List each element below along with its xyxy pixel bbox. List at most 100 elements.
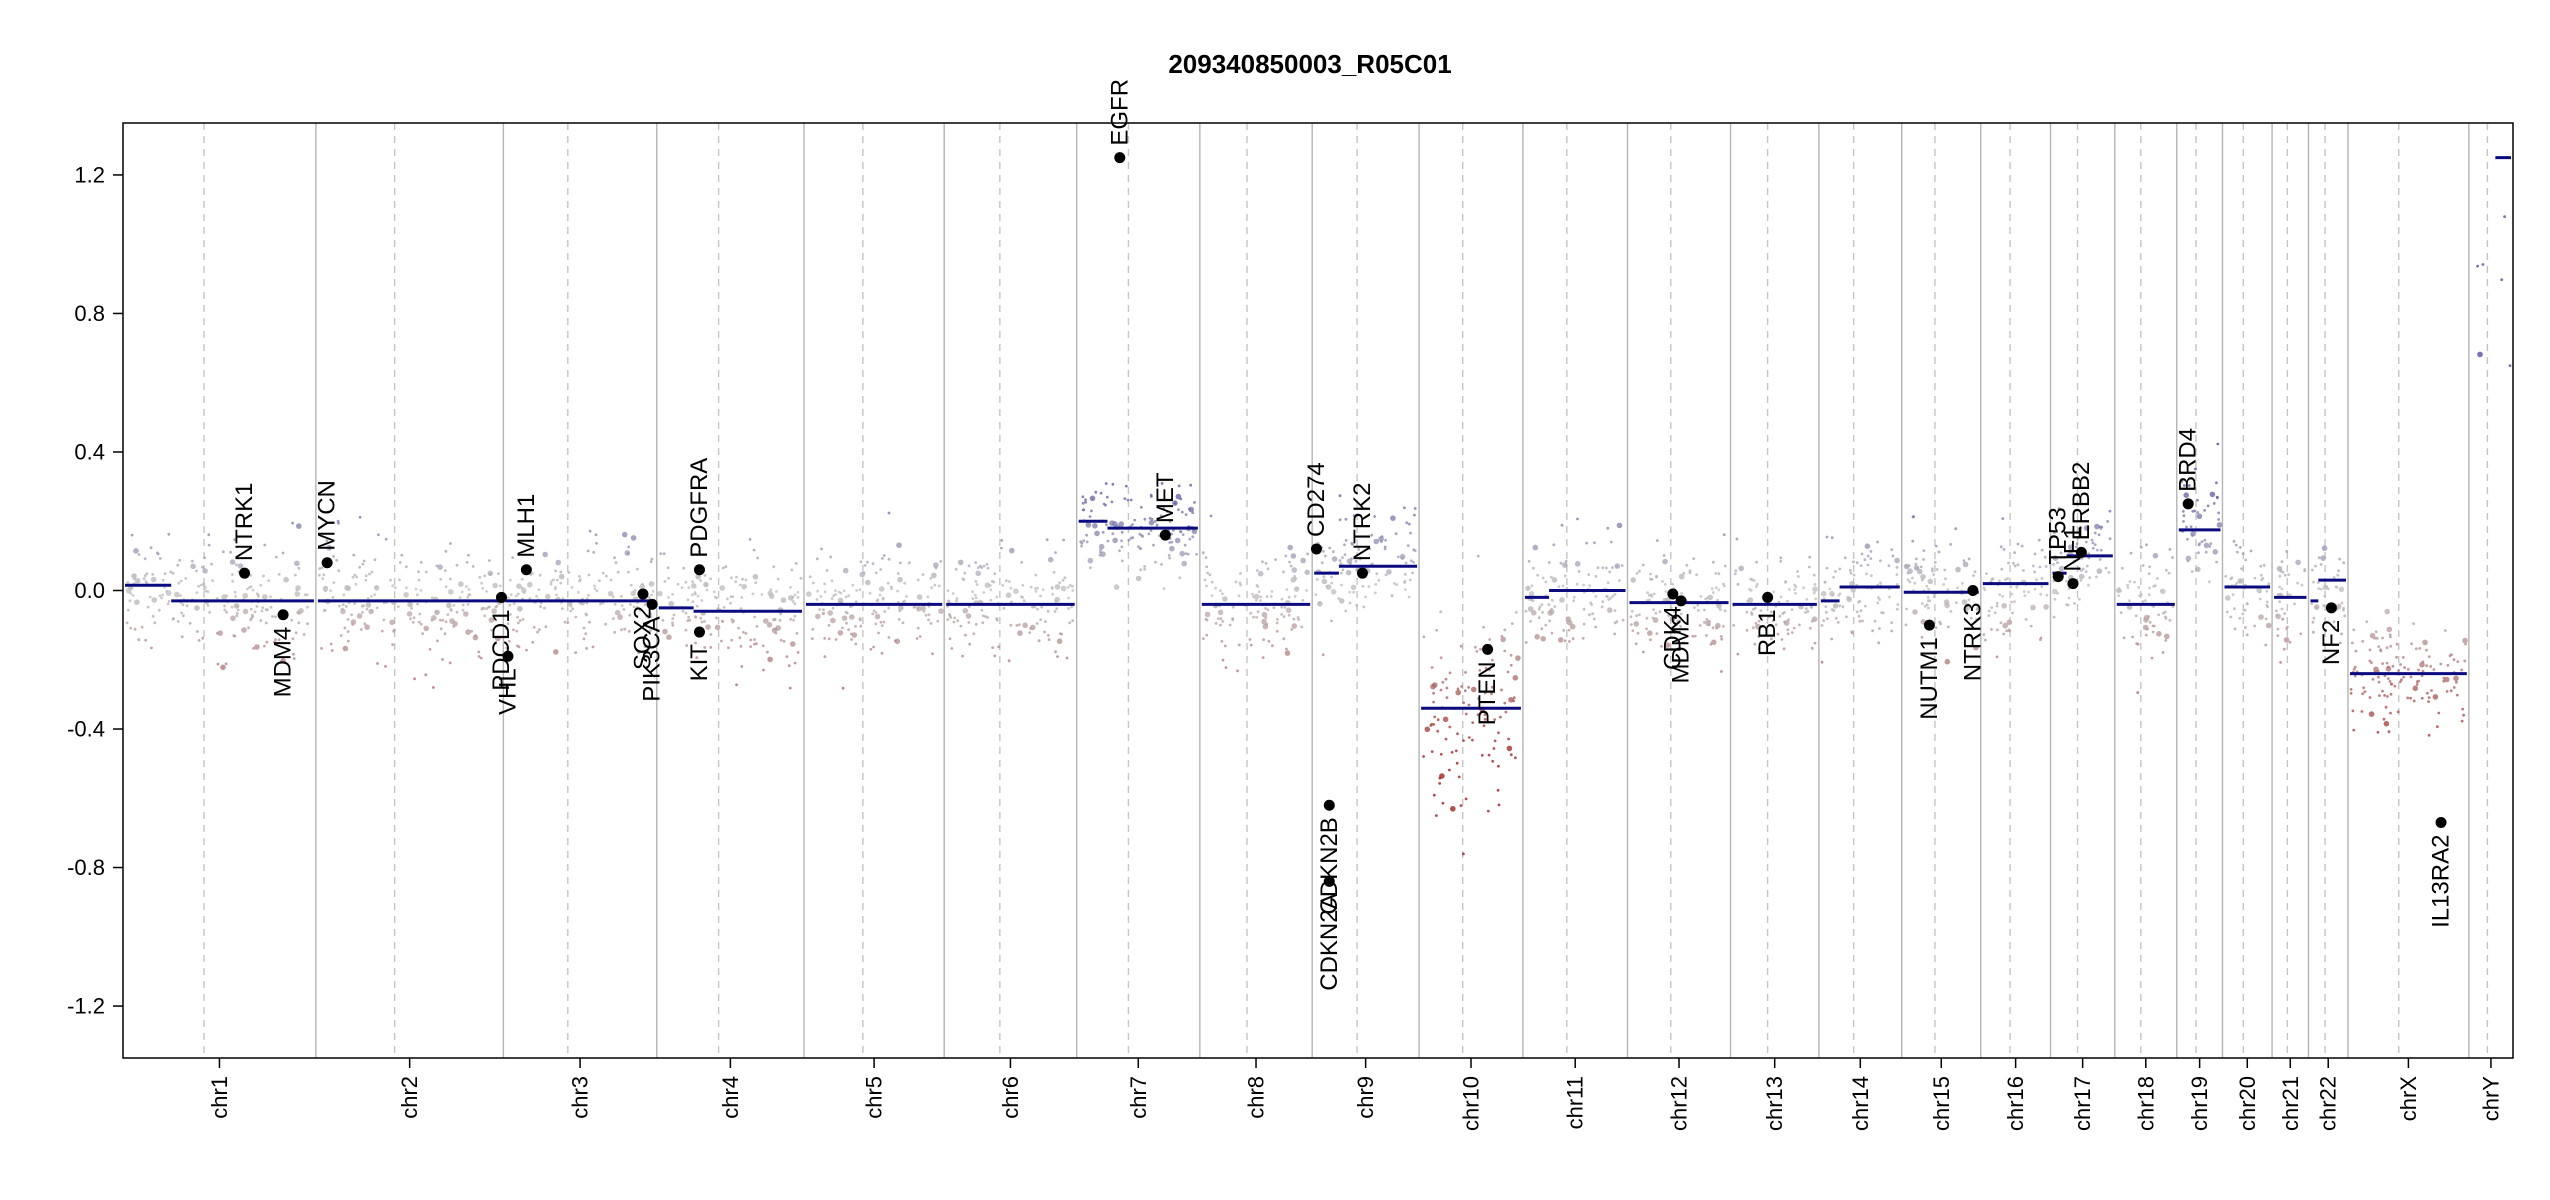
probe-point bbox=[1846, 596, 1852, 603]
probe-point bbox=[329, 589, 333, 592]
probe-point bbox=[1082, 539, 1086, 543]
probe-point bbox=[143, 557, 147, 561]
probe-point bbox=[2387, 730, 2391, 734]
probe-point bbox=[1811, 616, 1818, 622]
probe-point bbox=[997, 645, 1000, 649]
probe-point bbox=[412, 616, 416, 620]
probe-point bbox=[2349, 691, 2353, 695]
probe-point bbox=[2368, 659, 2372, 663]
probe-point bbox=[1390, 515, 1396, 521]
probe-point bbox=[2427, 733, 2431, 737]
probe-point bbox=[2230, 576, 2234, 580]
probe-point bbox=[1174, 537, 1181, 544]
probe-point bbox=[1467, 736, 1471, 739]
probe-point bbox=[2397, 669, 2400, 672]
probe-point bbox=[2145, 543, 2148, 547]
probe-point bbox=[681, 609, 685, 613]
probe-point bbox=[1009, 547, 1015, 554]
probe-point bbox=[1271, 644, 1274, 648]
probe-cloud-chr10 bbox=[1422, 554, 1521, 856]
probe-point bbox=[294, 560, 300, 567]
probe-point bbox=[946, 599, 950, 603]
probe-point bbox=[1120, 539, 1123, 543]
probe-point bbox=[2238, 546, 2242, 549]
probe-point bbox=[980, 608, 984, 612]
probe-point bbox=[508, 603, 512, 607]
probe-point bbox=[2287, 573, 2291, 577]
probe-point bbox=[938, 608, 944, 614]
probe-point bbox=[2010, 600, 2013, 604]
probe-point bbox=[866, 560, 869, 564]
probe-point bbox=[965, 613, 972, 619]
probe-point bbox=[880, 624, 884, 627]
probe-point bbox=[2087, 552, 2091, 555]
probe-point bbox=[2419, 661, 2425, 668]
probe-point bbox=[787, 595, 794, 601]
probe-point bbox=[952, 620, 956, 624]
probe-point bbox=[1780, 638, 1784, 641]
probe-point bbox=[1611, 594, 1615, 598]
probe-point bbox=[1256, 610, 1260, 614]
probe-point bbox=[265, 640, 269, 644]
probe-point bbox=[779, 612, 782, 616]
probe-point bbox=[1838, 567, 1842, 571]
probe-point bbox=[623, 627, 627, 631]
probe-point bbox=[726, 597, 729, 601]
probe-point bbox=[468, 593, 472, 596]
probe-point bbox=[1563, 639, 1567, 643]
probe-point bbox=[182, 614, 185, 618]
probe-point bbox=[368, 608, 374, 615]
probe-point bbox=[1967, 557, 1971, 561]
probe-point bbox=[1100, 551, 1106, 557]
probe-point bbox=[871, 562, 875, 566]
probe-point bbox=[2043, 604, 2049, 610]
probe-point bbox=[1559, 597, 1565, 603]
probe-point bbox=[1910, 576, 1914, 580]
probe-point bbox=[1152, 543, 1155, 547]
probe-point bbox=[403, 592, 409, 598]
probe-point bbox=[2420, 696, 2424, 700]
probe-point bbox=[722, 606, 726, 609]
probe-point bbox=[1865, 572, 1868, 576]
probe-point bbox=[167, 532, 171, 536]
probe-point bbox=[2191, 509, 2195, 513]
probe-point bbox=[2152, 552, 2159, 559]
probe-point bbox=[2278, 600, 2282, 604]
probe-point bbox=[1210, 594, 1214, 597]
probe-point bbox=[1399, 553, 1406, 560]
probe-point bbox=[1693, 634, 1697, 638]
probe-point bbox=[2317, 556, 2321, 560]
probe-point bbox=[346, 630, 350, 633]
probe-point bbox=[1864, 604, 1867, 608]
probe-point bbox=[2209, 542, 2213, 546]
probe-point bbox=[1067, 596, 1070, 600]
probe-point bbox=[161, 578, 165, 582]
probe-point bbox=[971, 590, 974, 594]
probe-point bbox=[1396, 555, 1400, 559]
probe-point bbox=[1905, 607, 1908, 611]
probe-point bbox=[2385, 666, 2392, 672]
probe-point bbox=[517, 606, 523, 612]
probe-cloud-chr15 bbox=[1903, 515, 1979, 665]
probe-point bbox=[771, 627, 778, 634]
x-tick-label-chr2: chr2 bbox=[397, 1076, 422, 1119]
probe-point bbox=[1859, 609, 1863, 613]
probe-point bbox=[929, 622, 933, 625]
probe-point bbox=[769, 588, 773, 592]
probe-point bbox=[2351, 641, 2354, 645]
probe-point bbox=[2084, 570, 2088, 573]
probe-point bbox=[1413, 507, 1417, 510]
probe-point bbox=[2365, 620, 2369, 623]
probe-point bbox=[2353, 674, 2357, 678]
probe-point bbox=[1383, 547, 1387, 551]
probe-point bbox=[220, 664, 226, 671]
probe-point bbox=[1172, 500, 1178, 506]
probe-point bbox=[126, 581, 130, 584]
probe-point bbox=[872, 645, 875, 649]
gene-label-PDCD1: PDCD1 bbox=[488, 609, 515, 690]
probe-point bbox=[1444, 677, 1448, 681]
probe-point bbox=[691, 600, 695, 604]
probe-point bbox=[1407, 595, 1411, 599]
probe-point bbox=[1634, 642, 1638, 646]
probe-point bbox=[1961, 582, 1964, 585]
